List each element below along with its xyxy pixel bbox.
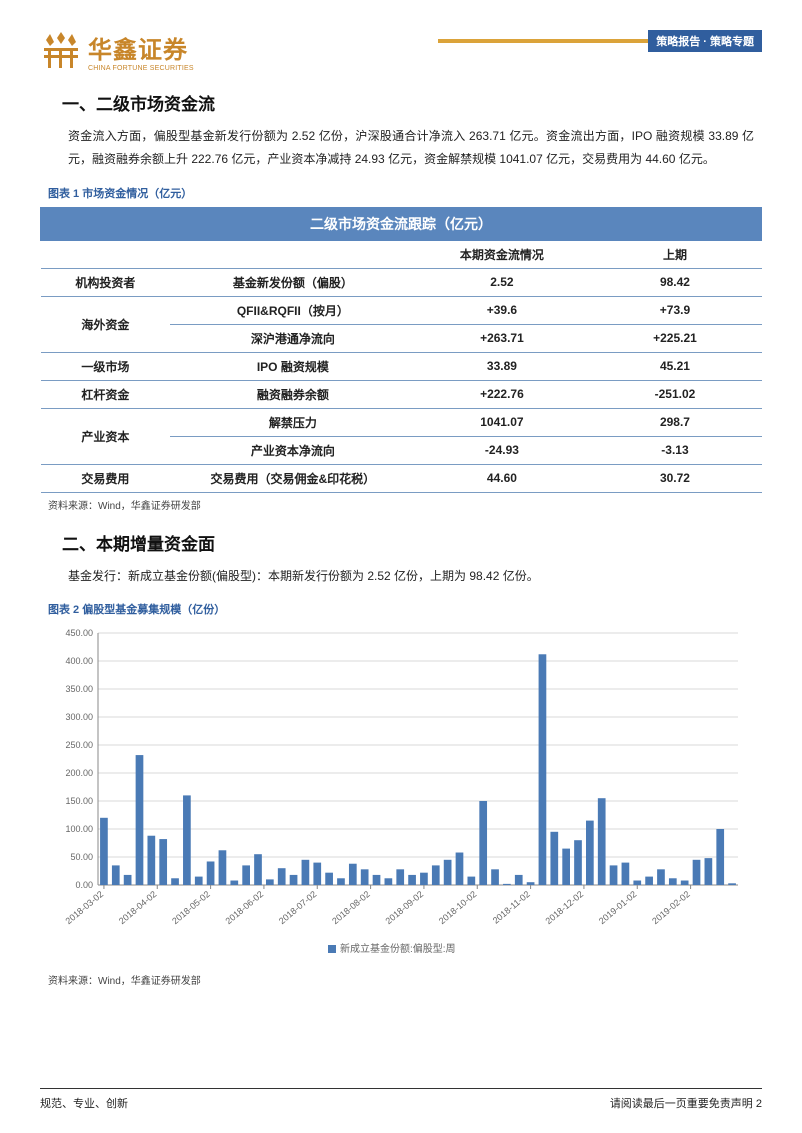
svg-text:2018-10-02: 2018-10-02 (437, 889, 479, 926)
section-2-para: 基金发行：新成立基金份额(偏股型)：本期新发行份额为 2.52 亿份，上期为 9… (68, 565, 754, 588)
svg-text:2019-02-02: 2019-02-02 (650, 889, 692, 926)
row-metric: 解禁压力 (170, 408, 415, 436)
svg-text:新成立基金份额:偏股型:周: 新成立基金份额:偏股型:周 (340, 942, 456, 955)
row-current: 44.60 (415, 464, 588, 492)
table-row: 机构投资者基金新发份额（偏股）2.5298.42 (41, 268, 762, 296)
logo-text-cn: 华鑫证券 (88, 30, 194, 65)
table-row: 交易费用交易费用（交易佣金&印花税）44.6030.72 (41, 464, 762, 492)
svg-text:2018-11-02: 2018-11-02 (491, 889, 532, 926)
svg-text:100.00: 100.00 (65, 824, 93, 834)
svg-text:2018-05-02: 2018-05-02 (170, 889, 212, 926)
row-metric: 深沪港通净流向 (170, 324, 415, 352)
row-metric: IPO 融资规模 (170, 352, 415, 380)
row-metric: 产业资本净流向 (170, 436, 415, 464)
svg-text:450.00: 450.00 (65, 628, 93, 638)
row-group: 杠杆资金 (41, 380, 171, 408)
logo: 华鑫证券 CHINA FORTUNE SECURITIES (40, 30, 194, 72)
row-metric: 基金新发份额（偏股） (170, 268, 415, 296)
table-col-current: 本期资金流情况 (415, 240, 588, 268)
row-prev: -251.02 (588, 380, 761, 408)
row-prev: -3.13 (588, 436, 761, 464)
svg-text:2018-03-02: 2018-03-02 (64, 889, 106, 926)
svg-text:2018-06-02: 2018-06-02 (224, 889, 266, 926)
logo-text-en: CHINA FORTUNE SECURITIES (88, 65, 194, 72)
svg-text:2018-07-02: 2018-07-02 (277, 889, 319, 926)
svg-text:2018-09-02: 2018-09-02 (384, 889, 426, 926)
figure-2-caption: 图表 2 偏股型基金募集规模（亿份） (48, 601, 762, 617)
row-group: 机构投资者 (41, 268, 171, 296)
svg-text:350.00: 350.00 (65, 684, 93, 694)
section-1-title: 一、二级市场资金流 (62, 90, 762, 115)
table-row: 一级市场IPO 融资规模33.8945.21 (41, 352, 762, 380)
fund-bar-chart: 0.00 50.00 100.00 150.00 200.00 250.00 300.00 3… (48, 623, 748, 963)
svg-text:200.00: 200.00 (65, 768, 93, 778)
row-current: +263.71 (415, 324, 588, 352)
page-footer: 规范、专业、创新 请阅读最后一页重要免责声明 2 (40, 1088, 762, 1111)
svg-text:2018-08-02: 2018-08-02 (330, 889, 372, 926)
table-row: 杠杆资金融资融券余额+222.76-251.02 (41, 380, 762, 408)
svg-text:300.00: 300.00 (65, 712, 93, 722)
svg-text:150.00: 150.00 (65, 796, 93, 806)
row-prev: +225.21 (588, 324, 761, 352)
svg-text:2019-01-02: 2019-01-02 (597, 889, 639, 926)
header-accent-bar (438, 39, 648, 43)
svg-text:2018-12-02: 2018-12-02 (544, 889, 586, 926)
table-title: 二级市场资金流跟踪（亿元） (41, 207, 762, 240)
row-current: -24.93 (415, 436, 588, 464)
svg-text:0.00: 0.00 (75, 880, 93, 890)
fund-flow-table: 二级市场资金流跟踪（亿元） 本期资金流情况 上期 机构投资者基金新发份额（偏股）… (40, 207, 762, 493)
table-col-prev: 上期 (588, 240, 761, 268)
svg-text:250.00: 250.00 (65, 740, 93, 750)
svg-text:2018-04-02: 2018-04-02 (117, 889, 159, 926)
row-current: 33.89 (415, 352, 588, 380)
svg-text:400.00: 400.00 (65, 656, 93, 666)
section-2-title: 二、本期增量资金面 (62, 530, 762, 555)
row-group: 海外资金 (41, 296, 171, 352)
row-prev: 30.72 (588, 464, 761, 492)
logo-icon (40, 32, 82, 70)
row-current: 2.52 (415, 268, 588, 296)
page-header: 华鑫证券 CHINA FORTUNE SECURITIES 策略报告 · 策略专… (40, 30, 762, 72)
row-group: 交易费用 (41, 464, 171, 492)
row-current: 1041.07 (415, 408, 588, 436)
footer-right: 请阅读最后一页重要免责声明 2 (610, 1095, 762, 1111)
figure-1-caption: 图表 1 市场资金情况（亿元） (48, 185, 762, 201)
header-right: 策略报告 · 策略专题 (438, 30, 762, 52)
table-source: 资料来源：Wind，华鑫证券研发部 (48, 497, 762, 512)
row-metric: QFII&RQFII（按月） (170, 296, 415, 324)
row-metric: 交易费用（交易佣金&印花税） (170, 464, 415, 492)
row-prev: 98.42 (588, 268, 761, 296)
chart-source: 资料来源：Wind，华鑫证券研发部 (48, 972, 762, 987)
row-current: +39.6 (415, 296, 588, 324)
report-tag: 策略报告 · 策略专题 (648, 30, 762, 52)
row-group: 产业资本 (41, 408, 171, 464)
table-row: 产业资本解禁压力1041.07298.7 (41, 408, 762, 436)
row-metric: 融资融券余额 (170, 380, 415, 408)
row-prev: +73.9 (588, 296, 761, 324)
footer-left: 规范、专业、创新 (40, 1095, 128, 1111)
row-prev: 45.21 (588, 352, 761, 380)
section-1-para: 资金流入方面，偏股型基金新发行份额为 2.52 亿份，沪深股通合计净流入 263… (68, 125, 754, 171)
row-prev: 298.7 (588, 408, 761, 436)
row-current: +222.76 (415, 380, 588, 408)
svg-text:50.00: 50.00 (70, 852, 93, 862)
row-group: 一级市场 (41, 352, 171, 380)
table-row: 海外资金QFII&RQFII（按月）+39.6+73.9 (41, 296, 762, 324)
